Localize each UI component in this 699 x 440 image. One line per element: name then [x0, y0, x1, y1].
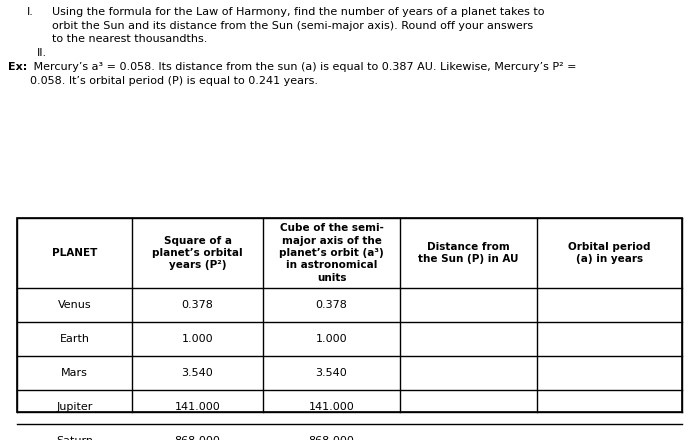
Text: Orbital period
(a) in years: Orbital period (a) in years	[568, 242, 651, 264]
Text: Saturn: Saturn	[56, 436, 93, 440]
Bar	[17, 218, 682, 412]
Text: 868.000: 868.000	[308, 436, 354, 440]
Text: 0.378: 0.378	[315, 300, 347, 310]
Text: 3.540: 3.540	[316, 368, 347, 378]
Text: 141.000: 141.000	[309, 402, 354, 412]
Text: Mercury’s a³ = 0.058. Its distance from the sun (a) is equal to 0.387 AU. Likewi: Mercury’s a³ = 0.058. Its distance from …	[30, 62, 577, 86]
Text: 0.378: 0.378	[182, 300, 213, 310]
Text: 3.540: 3.540	[182, 368, 213, 378]
Text: Cube of the semi-
major axis of the
planet’s orbit (a³)
in astronomical
units: Cube of the semi- major axis of the plan…	[279, 223, 384, 283]
Text: PLANET: PLANET	[52, 248, 97, 258]
Text: Square of a
planet’s orbital
years (P²): Square of a planet’s orbital years (P²)	[152, 235, 243, 271]
Text: Mars: Mars	[61, 368, 88, 378]
Text: Using the formula for the Law of Harmony, find the number of years of a planet t: Using the formula for the Law of Harmony…	[52, 7, 545, 44]
Text: 1.000: 1.000	[182, 334, 213, 344]
Text: II.: II.	[37, 48, 47, 58]
Text: 1.000: 1.000	[316, 334, 347, 344]
Text: Earth: Earth	[59, 334, 89, 344]
Text: 868.000: 868.000	[175, 436, 220, 440]
Text: Jupiter: Jupiter	[57, 402, 93, 412]
Text: 141.000: 141.000	[175, 402, 220, 412]
Text: I.: I.	[27, 7, 34, 17]
Text: Venus: Venus	[58, 300, 92, 310]
Text: Ex:: Ex:	[8, 62, 27, 72]
Text: Distance from
the Sun (P) in AU: Distance from the Sun (P) in AU	[418, 242, 519, 264]
